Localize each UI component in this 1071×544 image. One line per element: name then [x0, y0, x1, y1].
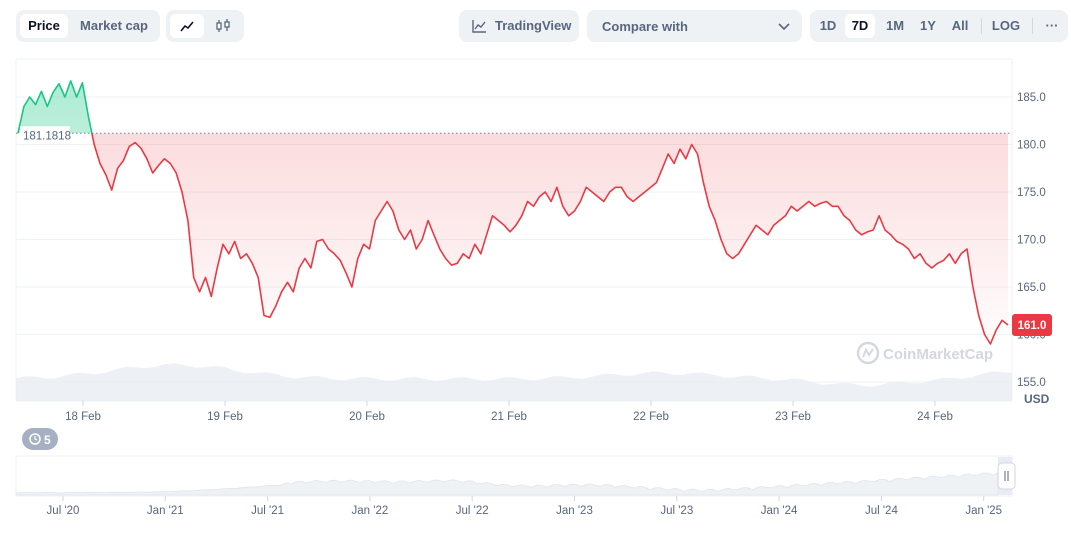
- x-tick-label: 22 Feb: [633, 411, 669, 423]
- y-tick-label: 175.0: [1017, 187, 1046, 199]
- range-all[interactable]: All: [951, 18, 969, 33]
- tradingview-label: TradingView: [495, 18, 572, 33]
- compare-with-label: Compare with: [602, 19, 688, 34]
- candlestick-icon: [216, 19, 230, 32]
- price-line: [17, 80, 1009, 345]
- chevron-down-icon: [778, 23, 790, 31]
- tab-market-cap[interactable]: Market cap: [80, 18, 148, 33]
- y-tick-label: 170.0: [1017, 235, 1046, 247]
- current-price-label: 161.0: [1018, 320, 1047, 332]
- nav-tick-label: Jan '21: [147, 505, 184, 517]
- price-line-down: [18, 133, 1009, 345]
- coinmarketcap-logo-icon: [856, 341, 880, 365]
- volume-area: [16, 363, 1012, 401]
- gain-area: [18, 80, 92, 134]
- price-marketcap-toggle: Price Market cap: [16, 10, 160, 42]
- nav-tick-label: Jan '24: [761, 505, 798, 517]
- range-7d[interactable]: 7D: [845, 14, 875, 38]
- x-tick-label: 20 Feb: [349, 411, 385, 423]
- range-1y[interactable]: 1Y: [920, 18, 936, 33]
- nav-tick-label: Jul '23: [660, 505, 693, 517]
- nav-tick-label: Jul '20: [47, 505, 80, 517]
- current-price-badge: [1012, 314, 1052, 336]
- x-tick-label: 23 Feb: [775, 411, 811, 423]
- y-tick-label: 180.0: [1017, 140, 1046, 152]
- compare-with-select[interactable]: Compare with: [587, 10, 802, 42]
- currency-label: USD: [1024, 392, 1050, 406]
- range-1d[interactable]: 1D: [819, 18, 837, 33]
- tab-price[interactable]: Price: [20, 14, 68, 38]
- history-icon: [29, 433, 41, 445]
- nav-tick-label: Jan '22: [352, 505, 389, 517]
- navigator-history-area: [15, 471, 999, 496]
- chart-style-toggle: [166, 10, 244, 42]
- line-chart-icon: [180, 21, 194, 32]
- nav-tick-label: Jan '23: [556, 505, 593, 517]
- loss-area: [18, 133, 1008, 344]
- x-tick-label: 21 Feb: [491, 411, 527, 423]
- y-tick-label: 165.0: [1017, 282, 1046, 294]
- log-toggle[interactable]: LOG: [991, 18, 1021, 33]
- x-tick-label: 19 Feb: [207, 411, 243, 423]
- navigator-time-axis: Jul '20 Jan '21 Jul '21 Jan '22 Jul '22 Jan '…: [47, 496, 1002, 517]
- reference-price-label: 181.1818: [23, 130, 71, 142]
- nav-tick-label: Jul '21: [251, 505, 284, 517]
- y-tick-label: 155.0: [1017, 377, 1046, 389]
- coinmarketcap-watermark: CoinMarketCap: [856, 341, 993, 365]
- price-area: [18, 80, 1008, 344]
- x-axis: 18 Feb 19 Feb 20 Feb 21 Feb 22 Feb 23 Feb 24 F…: [65, 401, 953, 423]
- watermark-text: CoinMarketCap: [883, 346, 993, 363]
- nav-tick-label: Jul '22: [456, 505, 489, 517]
- tradingview-button[interactable]: TradingView: [459, 10, 579, 42]
- tradingview-icon: [472, 20, 486, 33]
- range-divider: [981, 18, 982, 34]
- events-count: 5: [44, 433, 51, 447]
- range-selector: 1D 7D 1M 1Y All LOG ···: [810, 10, 1068, 42]
- line-chart-button[interactable]: [170, 14, 204, 38]
- range-divider-2: [1032, 18, 1033, 34]
- nav-tick-label: Jan '25: [965, 505, 1002, 517]
- navigator-handle[interactable]: [997, 462, 1016, 490]
- range-1m[interactable]: 1M: [885, 18, 905, 33]
- more-options-button[interactable]: ···: [1045, 18, 1059, 33]
- candlestick-button[interactable]: [206, 14, 240, 38]
- volume-path: [16, 363, 1012, 401]
- x-tick-label: 18 Feb: [65, 411, 101, 423]
- reference-label-bg: [20, 126, 70, 143]
- nav-tick-label: Jul '24: [865, 505, 898, 517]
- y-tick-label: 185.0: [1017, 92, 1046, 104]
- x-tick-label: 24 Feb: [917, 411, 953, 423]
- navigator-path: [15, 471, 999, 496]
